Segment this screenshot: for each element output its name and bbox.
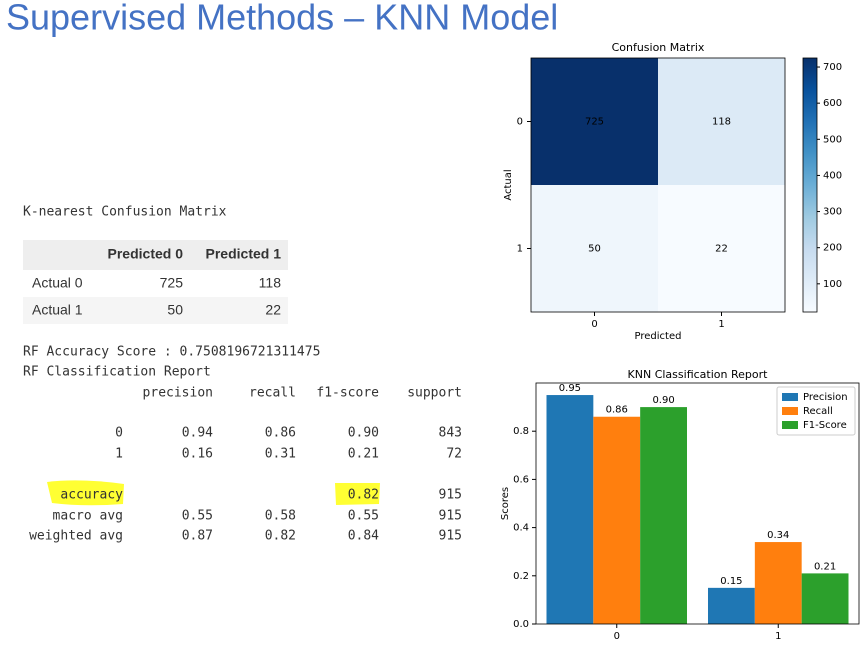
report-cell: 0.82: [348, 488, 379, 503]
colorbar-tick-label: 300: [823, 207, 842, 218]
table-row-label: Actual 1: [32, 302, 83, 318]
bar-value-label: 0.90: [652, 395, 674, 406]
heatmap-cell: [531, 185, 658, 312]
report-cell: 0.21: [348, 447, 379, 462]
matrix-caption: K-nearest Confusion Matrix: [23, 205, 227, 220]
accuracy-line: RF Accuracy Score : 0.7508196721311475: [23, 345, 320, 360]
legend-swatch: [782, 421, 798, 429]
report-header: precision: [143, 386, 213, 401]
report-cell: 843: [439, 426, 462, 441]
table-header-bg: [23, 240, 288, 270]
heatmap-cell: [658, 185, 785, 312]
x-axis-label: Predicted: [635, 331, 682, 342]
colorbar-tick-label: 400: [823, 170, 842, 181]
chart-title: Confusion Matrix: [612, 41, 705, 54]
report-heading: RF Classification Report: [23, 365, 211, 380]
report-header: support: [407, 386, 462, 401]
table-row-bg: [23, 297, 288, 324]
axes-frame: [530, 57, 786, 313]
table-header: Predicted 0: [108, 246, 184, 262]
colorbar-tick-label: 200: [823, 243, 842, 254]
bar: [801, 573, 849, 624]
report-row-label: 1: [115, 447, 123, 462]
x-tick-label: 1: [775, 631, 781, 642]
y-axis-label: Scores: [500, 487, 511, 520]
heatmap-cell: [531, 58, 658, 185]
table-cell: 725: [160, 275, 184, 291]
report-cell: 0.58: [265, 509, 296, 524]
cell-label: 725: [585, 117, 604, 128]
report-cell: 0.94: [182, 426, 213, 441]
legend-label: Precision: [803, 392, 848, 403]
report-cell: 0.82: [265, 529, 296, 544]
axes-frame: [535, 382, 860, 625]
report-row-label: 0: [115, 426, 123, 441]
table-cell: 50: [167, 302, 183, 318]
colorbar-tick-label: 700: [823, 62, 842, 73]
y-tick-label: 0.6: [513, 474, 529, 485]
bar-value-label: 0.95: [559, 383, 581, 394]
bar-value-label: 0.34: [767, 530, 789, 541]
report-row-label: macro avg: [53, 509, 123, 524]
x-tick-label: 1: [718, 319, 724, 330]
slide-title: Supervised Methods – KNN Model: [6, 0, 558, 38]
report-cell: 0.31: [265, 447, 296, 462]
x-tick-label: 0: [614, 631, 620, 642]
colorbar-tick-label: 500: [823, 134, 842, 145]
report-cell: 915: [439, 509, 462, 524]
legend-swatch: [782, 407, 798, 415]
y-tick-label: 0.0: [513, 619, 529, 630]
report-cell: 0.90: [348, 426, 379, 441]
report-cell: 0.16: [182, 447, 213, 462]
bar: [593, 416, 641, 624]
cell-label: 50: [588, 244, 601, 255]
report-cell: 0.87: [182, 529, 213, 544]
bar: [546, 395, 594, 624]
table-cell: 118: [259, 275, 282, 291]
report-cell: 72: [446, 447, 462, 462]
table-cell: 22: [265, 302, 281, 318]
report-header: f1-score: [316, 386, 379, 401]
heatmap-cell: [658, 58, 785, 185]
report-cell: 0.55: [182, 509, 213, 524]
bar-value-label: 0.15: [720, 576, 742, 587]
x-tick-label: 0: [591, 319, 597, 330]
bar: [707, 587, 755, 624]
report-row-label: weighted avg: [29, 529, 123, 544]
legend-label: F1-Score: [803, 420, 847, 431]
report-cell: 0.84: [348, 529, 379, 544]
report-cell: 0.55: [348, 509, 379, 524]
cell-label: 118: [712, 117, 731, 128]
bar-value-label: 0.21: [814, 561, 836, 572]
content: Predicted 0 Predicted 1 Actual 0 725 118 Actu…: [29, 41, 860, 642]
table-row-label: Actual 0: [32, 275, 83, 291]
legend-swatch: [782, 393, 798, 401]
report-cell: 915: [439, 529, 462, 544]
y-tick-label: 0.8: [513, 426, 529, 437]
chart-title: KNN Classification Report: [628, 368, 769, 381]
cell-label: 22: [715, 244, 728, 255]
y-tick-label: 0.2: [513, 571, 529, 582]
y-axis-label: Actual: [503, 169, 514, 200]
report-cell: 0.86: [265, 426, 296, 441]
report-cell: 915: [439, 488, 462, 503]
bar: [754, 542, 802, 624]
highlight: [47, 480, 124, 506]
bar: [640, 407, 688, 624]
y-tick-label: 0: [517, 117, 523, 128]
colorbar-tick-label: 600: [823, 98, 842, 109]
colorbar-tick-label: 100: [823, 279, 842, 290]
legend-label: Recall: [803, 406, 833, 417]
bar-value-label: 0.86: [606, 405, 628, 416]
highlight: [335, 483, 380, 505]
table-header: Predicted 1: [206, 246, 282, 262]
report-row-label: accuracy: [60, 488, 123, 503]
y-tick-label: 1: [517, 244, 523, 255]
report-header: recall: [249, 386, 296, 401]
y-tick-label: 0.4: [513, 523, 529, 534]
colorbar: [802, 57, 818, 313]
